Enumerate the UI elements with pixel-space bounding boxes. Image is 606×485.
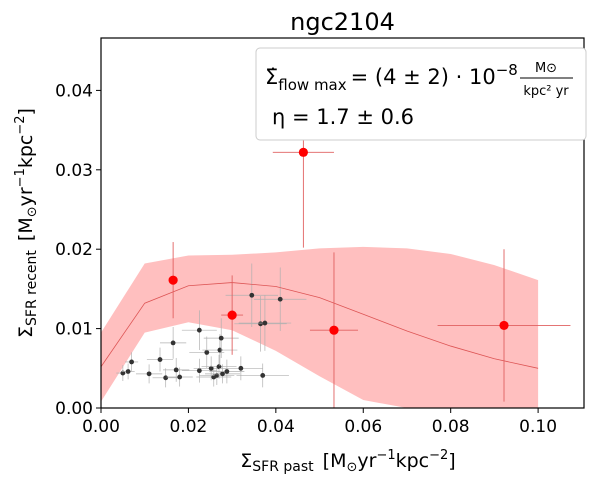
region-marker [220, 371, 225, 377]
annotation-frac-num: M⊙ [535, 61, 557, 76]
region-marker [214, 373, 220, 378]
region-point [181, 358, 217, 383]
region-point [135, 364, 163, 384]
region-marker [157, 357, 163, 362]
region-marker [217, 347, 223, 353]
region-marker [163, 375, 169, 381]
y-tick-label: 0.00 [55, 399, 93, 419]
region-point [121, 363, 135, 380]
region-point [219, 356, 263, 381]
region-point [238, 295, 292, 351]
plot-area [101, 57, 571, 408]
region-point [152, 368, 179, 388]
annotation-line1: Σ̇flow max = (4 ± 2) · 10−8 [265, 61, 518, 94]
binned-marker [329, 325, 339, 335]
model-band [101, 246, 539, 408]
y-tick-label: 0.01 [55, 320, 93, 340]
x-axis-label: ΣSFR past [M⊙yr−1kpc−2] [240, 448, 455, 475]
region-marker [146, 371, 152, 377]
x-tick-label: 0.02 [169, 417, 207, 437]
region-point [225, 263, 279, 328]
annotation-lhs: Σ̇ [265, 65, 278, 89]
region-point [203, 318, 239, 358]
region-marker [218, 335, 224, 341]
region-marker [196, 327, 202, 333]
binned-point [168, 242, 178, 319]
binned-point [221, 275, 244, 355]
region-marker [262, 320, 268, 326]
region-point [189, 336, 225, 369]
region-point [163, 357, 190, 382]
region-marker [129, 359, 134, 365]
y-tick-label: 0.02 [55, 240, 93, 260]
region-marker [170, 340, 176, 346]
region-marker [196, 368, 202, 374]
binned-marker [168, 275, 178, 285]
region-marker [249, 292, 255, 298]
region-point [125, 352, 139, 372]
binned-marker [499, 320, 509, 331]
region-marker [277, 296, 283, 302]
binned-marker [298, 147, 308, 157]
region-point [236, 363, 289, 388]
region-point [253, 267, 307, 331]
annotation: Σ̇flow max = (4 ± 2) · 10−8 M⊙ kpc² yr η … [255, 47, 587, 141]
region-marker [260, 373, 266, 378]
region-marker [177, 374, 183, 380]
region-point [166, 367, 193, 387]
binned-point [309, 252, 359, 408]
region-point [146, 347, 174, 372]
x-tick-label: 0.04 [257, 417, 295, 437]
annotation-rhs: = (4 ± 2) · 10 [351, 65, 496, 89]
region-marker [173, 367, 179, 373]
y-tick-label: 0.03 [55, 161, 93, 181]
y-tick-label: 0.04 [55, 81, 93, 101]
annotation-frac-den: kpc² yr [523, 84, 569, 99]
annotation-line2: η = 1.7 ± 0.6 [272, 105, 414, 129]
model-line [101, 282, 539, 369]
region-point [160, 327, 187, 359]
region-marker [204, 350, 210, 355]
region-point [234, 296, 287, 352]
x-tick-label: 0.08 [432, 417, 470, 437]
region-marker [258, 321, 263, 327]
region-point [199, 365, 235, 385]
annotation-exp: −8 [496, 61, 518, 79]
x-tick-label: 0.06 [344, 417, 382, 437]
plot-frame [100, 37, 585, 409]
x-tick-label: 0.00 [82, 417, 120, 437]
region-marker [208, 365, 214, 371]
x-tick-label: 0.10 [519, 417, 557, 437]
region-marker [224, 369, 230, 374]
region-marker [125, 369, 131, 374]
annotation-box [255, 47, 587, 141]
annotation-lhs-sub: flow max [278, 76, 346, 94]
region-marker [238, 365, 244, 371]
region-marker [120, 370, 126, 376]
y-axis-label: ΣSFR recent[M⊙yr−1kpc−2] [13, 108, 40, 338]
region-point [209, 359, 245, 384]
region-point [181, 310, 217, 351]
chart-title: ngc2104 [290, 8, 395, 36]
region-point [205, 364, 240, 384]
binned-marker [227, 310, 237, 320]
binned-point [437, 249, 571, 402]
